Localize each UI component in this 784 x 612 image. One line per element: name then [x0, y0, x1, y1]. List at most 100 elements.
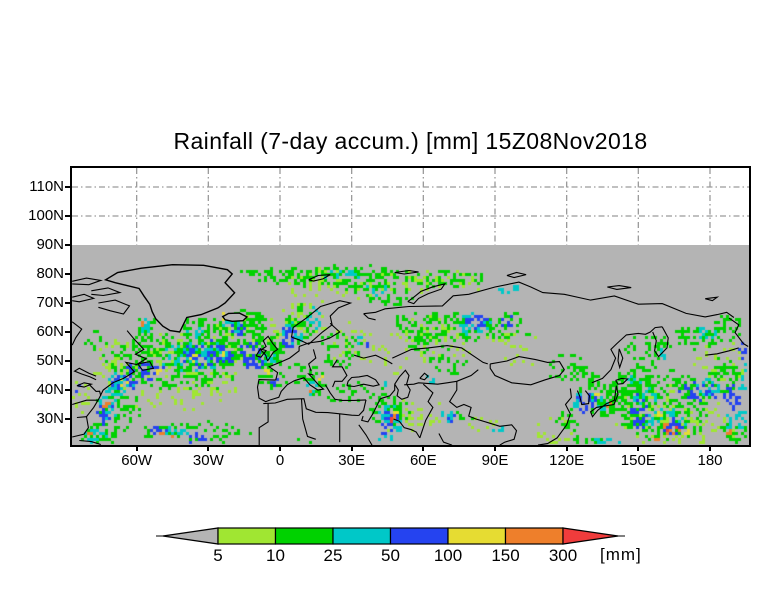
coast-greenland	[103, 263, 236, 333]
coastline	[394, 369, 411, 400]
x-tick-label: 150E	[620, 452, 656, 469]
coastline	[358, 424, 373, 445]
coastline	[258, 403, 269, 445]
map-plot	[70, 166, 751, 447]
y-tick-label: 70N	[36, 294, 64, 311]
colorbar-segment	[274, 527, 334, 545]
coastline	[268, 346, 300, 381]
coastline	[88, 383, 102, 396]
coastline	[72, 321, 83, 346]
coastline	[294, 373, 325, 391]
coastline	[324, 384, 367, 401]
colorbar	[156, 527, 625, 545]
colorbar-below-arrow	[162, 527, 219, 545]
x-tick-label: 120E	[549, 452, 585, 469]
y-tick-mark	[65, 331, 71, 333]
coastline	[290, 300, 353, 345]
x-tick-label: 30E	[338, 452, 365, 469]
coastline	[589, 385, 619, 418]
x-tick-label: 0	[275, 452, 285, 469]
coastline	[72, 330, 148, 438]
x-tick-mark	[709, 445, 711, 451]
colorbar-tick-label: 50	[381, 546, 400, 565]
colorbar-segment	[447, 527, 507, 545]
x-tick-label: 180	[697, 452, 723, 469]
coastline	[76, 382, 94, 388]
coastline	[438, 433, 453, 445]
y-tick-mark	[65, 302, 71, 304]
colorbar-tick-label: 10	[266, 546, 285, 565]
coastline	[448, 381, 518, 445]
colorbar-segment	[504, 527, 564, 545]
coastline	[137, 360, 155, 371]
y-tick-label: 100N	[28, 207, 64, 224]
coastline	[419, 372, 429, 381]
y-tick-mark	[65, 418, 71, 420]
colorbar-tick-label: 100	[433, 546, 463, 565]
coastline	[404, 369, 479, 386]
coastline	[576, 390, 590, 406]
coastline	[308, 349, 317, 372]
x-tick-mark	[637, 445, 640, 451]
y-tick-label: 110N	[29, 178, 64, 195]
coastlines-layer	[72, 263, 749, 445]
grid-lines-layer	[72, 168, 749, 245]
coastline	[705, 296, 720, 302]
y-tick-label: 60N	[36, 323, 64, 340]
colorbar-tick-label: 5	[213, 546, 223, 565]
coastline	[346, 374, 381, 388]
colorbar-tick-label: 300	[548, 546, 578, 565]
y-tick-label: 40N	[36, 381, 64, 398]
coastline	[394, 269, 419, 275]
y-tick-mark	[65, 215, 71, 217]
coastline	[98, 299, 131, 315]
chart-title: Rainfall (7-day accum.) [mm] 15Z08Nov201…	[173, 128, 648, 154]
coastline	[360, 398, 381, 423]
coastline	[617, 348, 624, 370]
coastline	[591, 326, 663, 384]
colorbar-tick-label: 150	[491, 546, 520, 565]
coastline	[263, 398, 359, 417]
coastline	[298, 322, 341, 348]
y-tick-label: 30N	[36, 410, 64, 427]
coastline	[728, 317, 749, 347]
y-tick-mark	[65, 186, 71, 188]
y-tick-mark	[65, 273, 71, 275]
colorbar-above-arrow	[562, 527, 619, 545]
coastline	[72, 399, 99, 406]
coastline	[393, 418, 421, 439]
coastline	[79, 439, 101, 445]
colorbar-unit-label: [mm]	[600, 545, 642, 564]
coastline	[72, 277, 103, 286]
coastline	[705, 347, 739, 356]
coastline	[615, 377, 629, 385]
y-tick-label: 50N	[36, 352, 64, 369]
coastline	[76, 416, 87, 419]
coastline	[72, 293, 96, 303]
colorbar-segment	[217, 527, 277, 545]
x-tick-label: 90E	[481, 452, 509, 469]
x-tick-mark	[565, 445, 568, 451]
coastline	[363, 281, 735, 318]
x-tick-label: 30W	[192, 452, 224, 469]
coastline	[308, 274, 331, 282]
colorbar-tick-label: 25	[323, 546, 343, 565]
coastline	[73, 367, 97, 381]
x-tick-mark	[135, 445, 138, 451]
x-tick-mark	[422, 445, 425, 451]
coastline	[380, 384, 396, 400]
coastline	[607, 285, 632, 290]
coast-iceland	[221, 312, 249, 323]
coastline	[358, 399, 367, 416]
colorbar-segment	[332, 527, 392, 545]
y-tick-mark	[65, 244, 71, 246]
coastline	[331, 359, 348, 388]
coastline	[260, 335, 279, 362]
coastline	[506, 271, 527, 279]
coastline	[652, 326, 669, 358]
coastline	[255, 348, 268, 358]
coastline	[256, 379, 295, 403]
x-tick-mark	[350, 445, 353, 451]
y-tick-label: 90N	[36, 236, 64, 253]
